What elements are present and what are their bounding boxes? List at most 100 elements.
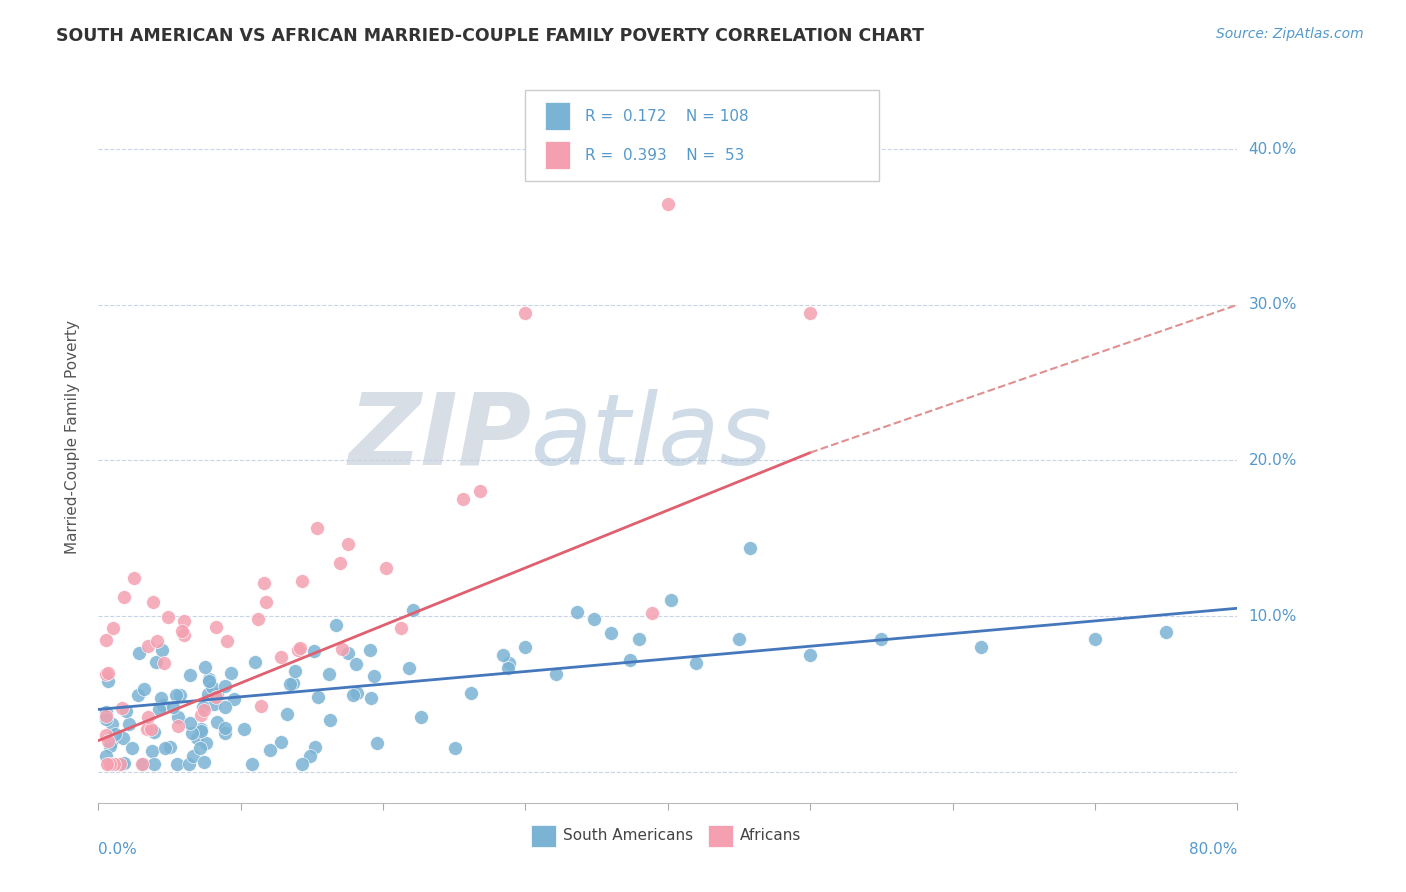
Point <box>544 666 567 681</box>
Point <box>214 679 236 693</box>
Point <box>103 756 125 771</box>
Point <box>110 756 132 771</box>
Point <box>240 756 263 771</box>
Text: Africans: Africans <box>740 828 801 843</box>
Point <box>94 709 117 723</box>
Point <box>195 736 218 750</box>
Point <box>169 688 191 702</box>
Point <box>103 756 125 771</box>
Point <box>342 688 364 702</box>
Point <box>136 710 159 724</box>
Point <box>193 702 215 716</box>
Point <box>97 666 120 681</box>
Point <box>127 688 149 702</box>
Point <box>799 305 821 319</box>
Point <box>132 756 155 771</box>
Point <box>214 700 236 714</box>
Point <box>344 657 367 671</box>
Text: South Americans: South Americans <box>562 828 693 843</box>
Point <box>205 619 228 633</box>
Point <box>305 521 328 535</box>
Point <box>224 692 246 706</box>
Point <box>243 656 266 670</box>
Point <box>167 710 190 724</box>
Point <box>515 305 537 319</box>
Point <box>121 741 143 756</box>
Point <box>193 755 215 769</box>
Point <box>657 196 679 211</box>
Point <box>173 628 195 642</box>
Point <box>141 744 163 758</box>
Point <box>159 739 181 754</box>
Point <box>202 697 225 711</box>
Point <box>281 676 304 690</box>
Point <box>94 749 117 764</box>
Point <box>94 713 117 727</box>
Point <box>112 756 135 771</box>
Point <box>190 724 212 739</box>
Point <box>270 650 292 665</box>
Point <box>319 714 342 728</box>
Point <box>298 748 321 763</box>
Point <box>346 685 368 699</box>
Point <box>496 661 519 675</box>
Point <box>359 643 381 657</box>
Point <box>188 740 211 755</box>
Point <box>98 739 121 753</box>
Point <box>193 700 215 714</box>
Point <box>870 632 893 647</box>
Point <box>270 735 292 749</box>
Point <box>583 612 606 626</box>
Text: 30.0%: 30.0% <box>1249 297 1296 312</box>
Point <box>183 748 205 763</box>
Point <box>150 690 173 705</box>
Point <box>173 614 195 628</box>
Point <box>136 723 159 737</box>
Point <box>118 717 141 731</box>
Text: SOUTH AMERICAN VS AFRICAN MARRIED-COUPLE FAMILY POVERTY CORRELATION CHART: SOUTH AMERICAN VS AFRICAN MARRIED-COUPLE… <box>56 27 924 45</box>
Bar <box>531 825 557 847</box>
Point <box>165 689 187 703</box>
Point <box>181 726 204 740</box>
Point <box>366 736 388 750</box>
Point <box>98 756 121 771</box>
Point <box>460 686 482 700</box>
Point <box>398 661 420 675</box>
Point <box>152 698 174 713</box>
Point <box>94 706 117 720</box>
FancyBboxPatch shape <box>526 90 879 181</box>
Point <box>389 621 412 635</box>
Point <box>190 707 212 722</box>
Point <box>659 592 682 607</box>
Point <box>142 594 165 608</box>
Point <box>468 484 491 499</box>
Point <box>142 724 165 739</box>
Point <box>148 702 170 716</box>
Point <box>214 726 236 740</box>
Point <box>100 734 122 748</box>
Text: 20.0%: 20.0% <box>1249 453 1296 468</box>
Point <box>232 722 254 736</box>
Point <box>205 714 228 729</box>
Point <box>111 756 134 771</box>
Point <box>307 690 329 705</box>
Point <box>247 612 270 626</box>
Point <box>101 621 124 635</box>
Point <box>136 639 159 653</box>
Point <box>101 716 124 731</box>
Point <box>197 687 219 701</box>
Point <box>304 740 326 755</box>
Point <box>179 716 201 731</box>
Point <box>599 626 621 640</box>
Point <box>104 726 127 740</box>
Point <box>740 541 762 555</box>
Text: R =  0.393    N =  53: R = 0.393 N = 53 <box>585 148 744 163</box>
Point <box>565 605 588 619</box>
Point <box>492 648 515 662</box>
Point <box>157 610 180 624</box>
Text: Source: ZipAtlas.com: Source: ZipAtlas.com <box>1216 27 1364 41</box>
Point <box>249 699 271 714</box>
Point <box>276 707 298 722</box>
Bar <box>707 825 733 847</box>
Text: 80.0%: 80.0% <box>1189 842 1237 856</box>
